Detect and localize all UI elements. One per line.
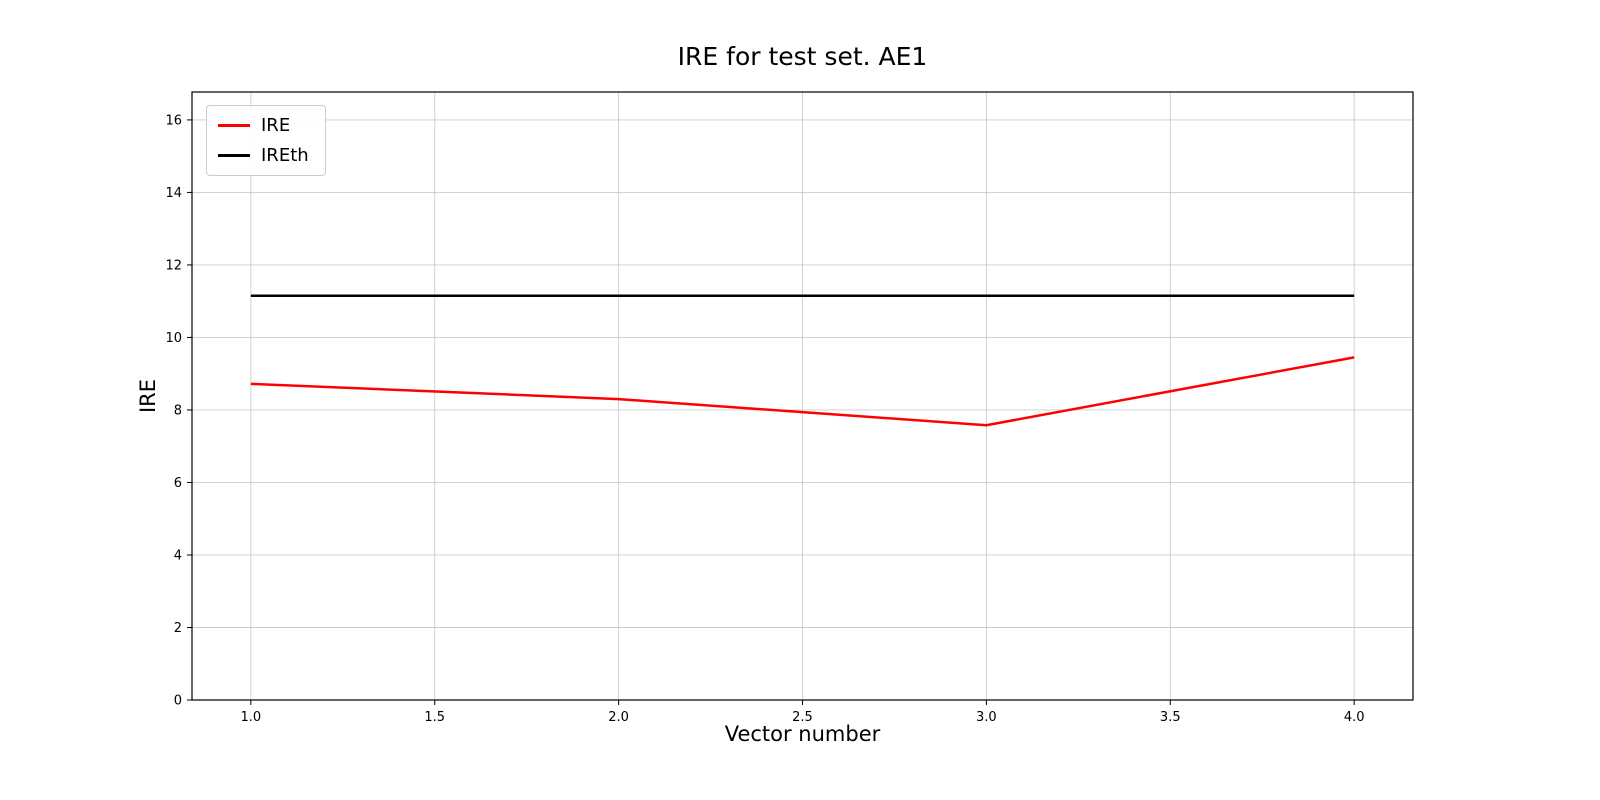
legend-label: IREth [261, 145, 309, 166]
y-tick-label: 2 [174, 621, 182, 636]
x-tick-label: 3.5 [1160, 710, 1181, 725]
legend: IRE IREth [206, 105, 326, 176]
y-tick-label: 0 [174, 694, 182, 709]
legend-entry: IREth [218, 145, 309, 166]
x-tick-label: 4.0 [1344, 710, 1365, 725]
y-tick-label: 10 [165, 331, 182, 346]
x-tick-label: 2.5 [792, 710, 813, 725]
x-axis-label: Vector number [724, 722, 881, 746]
tick-marks [187, 119, 1355, 705]
y-tick-label: 16 [165, 113, 182, 128]
legend-entry: IRE [218, 115, 309, 136]
x-tick-label: 2.0 [608, 710, 629, 725]
x-tick-label: 3.0 [976, 710, 997, 725]
y-tick-label: 12 [165, 258, 182, 273]
x-tick-label: 1.5 [424, 710, 445, 725]
chart-title: IRE for test set. AE1 [677, 42, 928, 71]
y-tick-label: 6 [174, 476, 182, 491]
x-tick-label: 1.0 [240, 710, 261, 725]
legend-label: IRE [261, 115, 291, 136]
y-tick-label: 8 [174, 403, 182, 418]
series-line-IRE [250, 356, 1355, 427]
legend-line-swatch [218, 124, 250, 127]
grid-lines [192, 92, 1413, 701]
legend-line-swatch [218, 154, 250, 157]
y-tick-label: 14 [165, 186, 182, 201]
y-tick-label: 4 [174, 548, 182, 563]
